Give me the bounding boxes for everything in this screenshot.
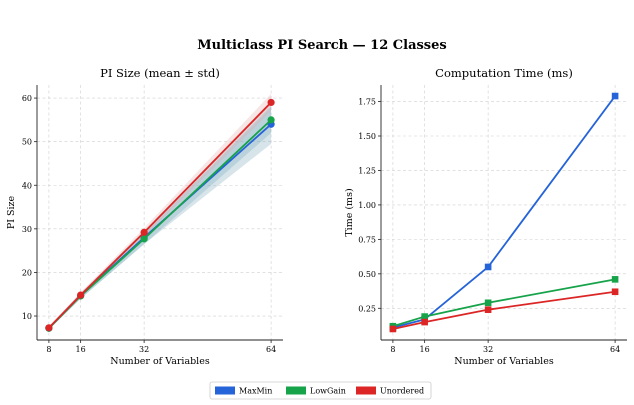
y-tick-label: 1.50 bbox=[358, 132, 376, 141]
legend-frame bbox=[209, 381, 432, 400]
data-point-unordered bbox=[484, 306, 492, 313]
y-tick-label: 10 bbox=[22, 312, 32, 321]
series-line-unordered bbox=[48, 101, 272, 329]
y-tick-label: 0.25 bbox=[358, 304, 376, 313]
data-point-unordered bbox=[45, 324, 53, 332]
data-point-lowgain bbox=[267, 116, 275, 124]
panel-title: Computation Time (ms) bbox=[435, 66, 573, 80]
data-point-lowgain bbox=[611, 276, 619, 283]
y-tick-label: 60 bbox=[22, 94, 32, 103]
data-point-maxmin bbox=[611, 92, 619, 100]
y-tick-label: 30 bbox=[22, 225, 32, 234]
figure-title: Multiclass PI Search — 12 Classes bbox=[197, 38, 446, 53]
legend-swatch-maxmin bbox=[215, 386, 235, 395]
data-point-lowgain bbox=[484, 299, 492, 307]
x-tick-label: 16 bbox=[76, 345, 86, 354]
y-tick-label: 1.00 bbox=[358, 201, 376, 210]
data-point-unordered bbox=[611, 288, 619, 296]
panel-pi-size: 10 20 30 40 50 60 8 16 32 64 PI Size (mean ± std) N… bbox=[6, 66, 283, 367]
y-axis-label: PI Size bbox=[6, 195, 17, 229]
panel-title: PI Size (mean ± std) bbox=[100, 66, 220, 80]
y-tick-label: 0.50 bbox=[358, 270, 376, 279]
legend-swatch-unordered bbox=[356, 386, 376, 395]
y-tick-label: 40 bbox=[22, 181, 32, 190]
data-point-unordered bbox=[77, 291, 85, 299]
x-tick-label: 8 bbox=[390, 345, 395, 354]
x-tick-label: 64 bbox=[266, 345, 276, 354]
legend-label-maxmin: MaxMin bbox=[239, 387, 272, 396]
y-tick-label: 0.75 bbox=[358, 235, 376, 244]
data-point-unordered bbox=[421, 318, 428, 326]
data-point-maxmin bbox=[484, 263, 492, 271]
data-point-lowgain bbox=[140, 235, 148, 243]
data-point-unordered bbox=[389, 325, 397, 333]
legend-label-lowgain: LowGain bbox=[310, 387, 346, 396]
x-tick-label: 32 bbox=[139, 345, 149, 354]
std-band-unordered bbox=[48, 93, 272, 330]
data-point-lowgain bbox=[421, 313, 428, 320]
x-axis-label: Number of Variables bbox=[454, 356, 554, 367]
legend: MaxMin LowGain Unordered bbox=[209, 381, 432, 400]
legend-label-unordered: Unordered bbox=[380, 387, 424, 396]
y-axis-label: Time (ms) bbox=[344, 188, 355, 236]
x-tick-label: 16 bbox=[420, 345, 430, 354]
series-line-unordered bbox=[392, 290, 616, 330]
x-axis-label: Number of Variables bbox=[110, 356, 210, 367]
y-tick-label: 20 bbox=[22, 268, 32, 277]
x-tick-label: 64 bbox=[610, 345, 620, 354]
legend-swatch-lowgain bbox=[286, 386, 306, 395]
y-tick-label: 50 bbox=[22, 138, 32, 147]
data-point-unordered bbox=[267, 98, 275, 107]
x-tick-label: 32 bbox=[483, 345, 493, 354]
y-tick-label: 1.75 bbox=[358, 98, 376, 107]
series-line-lowgain bbox=[392, 278, 616, 328]
x-tick-label: 8 bbox=[46, 345, 51, 354]
y-tick-label: 1.25 bbox=[358, 166, 376, 175]
series-line-maxmin bbox=[392, 95, 616, 329]
data-point-unordered bbox=[140, 228, 148, 236]
panel-computation-time: 0.25 0.50 0.75 1.00 1.25 1.50 1.75 8 16 32 64 Compu… bbox=[344, 66, 627, 367]
